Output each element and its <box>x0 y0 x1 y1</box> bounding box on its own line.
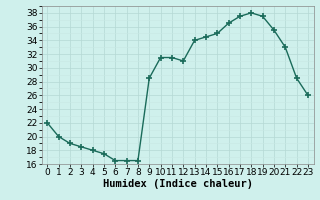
X-axis label: Humidex (Indice chaleur): Humidex (Indice chaleur) <box>103 179 252 189</box>
